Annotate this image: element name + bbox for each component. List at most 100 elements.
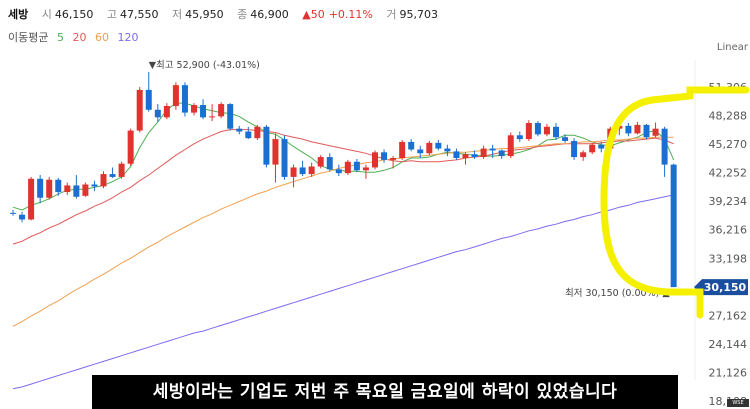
candle-body xyxy=(181,85,188,113)
high-label: 고 xyxy=(106,8,117,21)
candle-body xyxy=(344,161,351,174)
candle-body xyxy=(272,139,279,165)
y-tick-label: 42,252 xyxy=(709,167,748,180)
open-label: 시 xyxy=(41,8,52,21)
candle-body xyxy=(643,124,650,138)
candle-body xyxy=(308,166,315,175)
candle-body xyxy=(136,89,143,131)
candle-body xyxy=(362,167,369,171)
candle-body xyxy=(218,104,225,117)
candle-body xyxy=(562,137,569,141)
candle-body xyxy=(462,154,469,158)
candle-body xyxy=(372,152,378,168)
ma-legend-120[interactable]: 120 xyxy=(117,31,139,44)
ma-line-120 xyxy=(12,194,674,390)
ma-legend-20[interactable]: 20 xyxy=(72,31,87,44)
candle-body xyxy=(326,157,333,170)
ma-line-60 xyxy=(12,136,674,327)
ma-legend-5[interactable]: 5 xyxy=(56,31,64,44)
candle-body xyxy=(55,179,62,193)
high-value: 47,550 xyxy=(120,8,159,21)
candle-body xyxy=(543,126,550,135)
candle-body xyxy=(227,104,234,129)
candle-body xyxy=(127,130,134,164)
y-tick-label: 36,216 xyxy=(709,224,748,237)
candle-body xyxy=(191,105,197,113)
candle-body xyxy=(652,128,659,136)
change-percent: +0.11% xyxy=(328,8,373,21)
candle-body xyxy=(435,142,442,149)
axis-scale-toggle[interactable]: Linear xyxy=(716,42,748,53)
candle-body xyxy=(507,135,514,157)
close-value: 46,900 xyxy=(250,8,289,21)
candle-body xyxy=(28,178,35,220)
video-subtitle: 세방이라는 기업도 저번 주 목요일 금요일에 하락이 있었습니다 xyxy=(92,375,678,409)
high-annotation: ▼최고 52,900 (-43.01%) xyxy=(149,60,260,71)
candle-body xyxy=(37,178,44,198)
y-tick-label: 39,234 xyxy=(709,195,748,208)
change-value: ▲50 xyxy=(302,8,325,21)
candle-body xyxy=(236,128,243,132)
candle-body xyxy=(254,126,261,139)
candle-body xyxy=(381,152,388,160)
candle-body xyxy=(426,142,433,154)
candle-body xyxy=(299,167,306,175)
candle-body xyxy=(480,148,487,158)
candle-body xyxy=(317,157,324,167)
y-tick-label: 33,198 xyxy=(709,252,748,265)
ma-legend-label: 이동평균 xyxy=(8,31,49,44)
current-price-tag: 30,150 xyxy=(704,281,747,294)
low-annotation: 최저 30,150 (0.00%) ▲ xyxy=(565,288,670,299)
candle-body xyxy=(109,174,116,177)
candle-body xyxy=(399,141,406,158)
candle-body xyxy=(589,144,596,153)
candle-body xyxy=(290,167,297,177)
candle-body xyxy=(453,151,460,158)
volume-value: 95,703 xyxy=(399,8,439,21)
candle-body xyxy=(19,214,26,220)
y-tick-label: 24,144 xyxy=(709,338,748,351)
candle-body xyxy=(571,140,578,158)
candle-body xyxy=(489,148,496,151)
price-summary-header: 세방 시 46,150 고 47,550 저 45,950 종 46,900 ▲50 +0… xyxy=(8,6,448,22)
low-value: 45,950 xyxy=(185,8,224,21)
candle-body xyxy=(353,161,360,171)
candle-body xyxy=(10,212,16,214)
candle-body xyxy=(534,122,541,135)
candle-body xyxy=(498,150,505,157)
open-value: 46,150 xyxy=(54,8,94,21)
candle-body xyxy=(245,131,252,139)
moving-average-legend[interactable]: 이동평균 5 20 60 120 xyxy=(8,29,143,45)
candle-body xyxy=(598,144,605,149)
close-label: 종 xyxy=(237,8,248,21)
candle-body xyxy=(634,124,641,134)
candle-body xyxy=(163,105,170,118)
candle-body xyxy=(73,185,80,197)
y-tick-label: 48,288 xyxy=(709,110,748,123)
candle-body xyxy=(417,149,424,154)
candle-body xyxy=(281,139,288,177)
candle-body xyxy=(263,126,270,165)
volume-label: 거 xyxy=(386,8,397,21)
candle-body xyxy=(580,152,587,158)
highlight-circle-top xyxy=(648,86,750,104)
stock-name: 세방 xyxy=(8,8,29,21)
candle-body xyxy=(335,169,342,174)
candle-body xyxy=(172,85,179,106)
candle-body xyxy=(209,116,216,118)
watermark-logo: WSE xyxy=(727,399,749,407)
candle-body xyxy=(64,185,71,193)
candle-body xyxy=(525,122,532,140)
candle-body xyxy=(661,128,668,165)
candle-body xyxy=(625,125,632,134)
highlight-circle-left xyxy=(600,96,704,319)
candle-body xyxy=(46,179,53,198)
candle-body xyxy=(444,148,451,152)
candle-body xyxy=(408,141,415,150)
candle-body xyxy=(200,105,207,118)
y-tick-label: 27,162 xyxy=(709,309,748,322)
ma-legend-60[interactable]: 60 xyxy=(94,31,109,44)
candle-body xyxy=(145,89,152,110)
candle-body xyxy=(91,184,98,187)
